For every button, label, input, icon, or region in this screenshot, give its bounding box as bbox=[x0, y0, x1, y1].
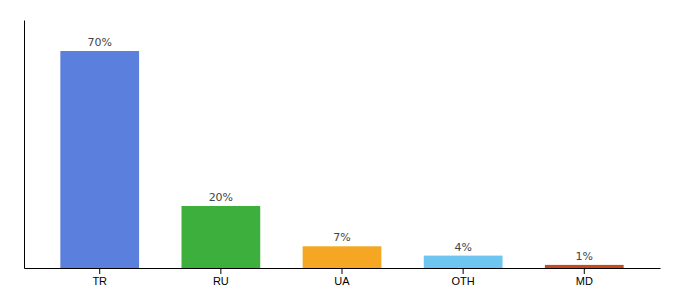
x-tick: RU bbox=[213, 268, 229, 287]
x-tick: UA bbox=[334, 268, 350, 287]
x-tick: OTH bbox=[452, 268, 475, 287]
x-tick-mark bbox=[220, 268, 221, 274]
bars bbox=[60, 51, 623, 268]
x-tick-label: MD bbox=[576, 275, 593, 287]
data-label: 1% bbox=[576, 250, 593, 263]
data-labels: 70% 20% 7% 4% 1% bbox=[87, 36, 593, 263]
data-label: 20% bbox=[209, 191, 233, 204]
chart-container: TR RU UA OTH MD 70% 20% 7% 4% 1% bbox=[0, 0, 680, 300]
x-tick-mark bbox=[463, 268, 464, 274]
data-label: 70% bbox=[87, 36, 111, 49]
bar bbox=[303, 246, 382, 268]
x-tick: MD bbox=[576, 268, 593, 287]
x-tick-mark bbox=[342, 268, 343, 274]
x-tick-label: OTH bbox=[452, 275, 475, 287]
y-axis bbox=[24, 21, 25, 269]
chart-svg: TR RU UA OTH MD 70% 20% 7% 4% 1% bbox=[0, 0, 680, 300]
data-label: 7% bbox=[333, 231, 350, 244]
x-axis: TR RU UA OTH MD bbox=[25, 268, 661, 287]
x-tick-mark bbox=[99, 268, 100, 274]
y-axis-line bbox=[24, 21, 25, 269]
x-tick: TR bbox=[92, 268, 107, 287]
x-tick-mark bbox=[584, 268, 585, 274]
plot-area: TR RU UA OTH MD 70% 20% 7% 4% 1% bbox=[25, 21, 661, 287]
bar bbox=[424, 256, 503, 268]
x-tick-label: RU bbox=[213, 275, 229, 287]
bar bbox=[181, 206, 260, 268]
x-tick-label: UA bbox=[334, 275, 350, 287]
data-label: 4% bbox=[454, 241, 471, 254]
x-tick-label: TR bbox=[92, 275, 107, 287]
bar bbox=[60, 51, 139, 268]
bar bbox=[545, 265, 624, 268]
